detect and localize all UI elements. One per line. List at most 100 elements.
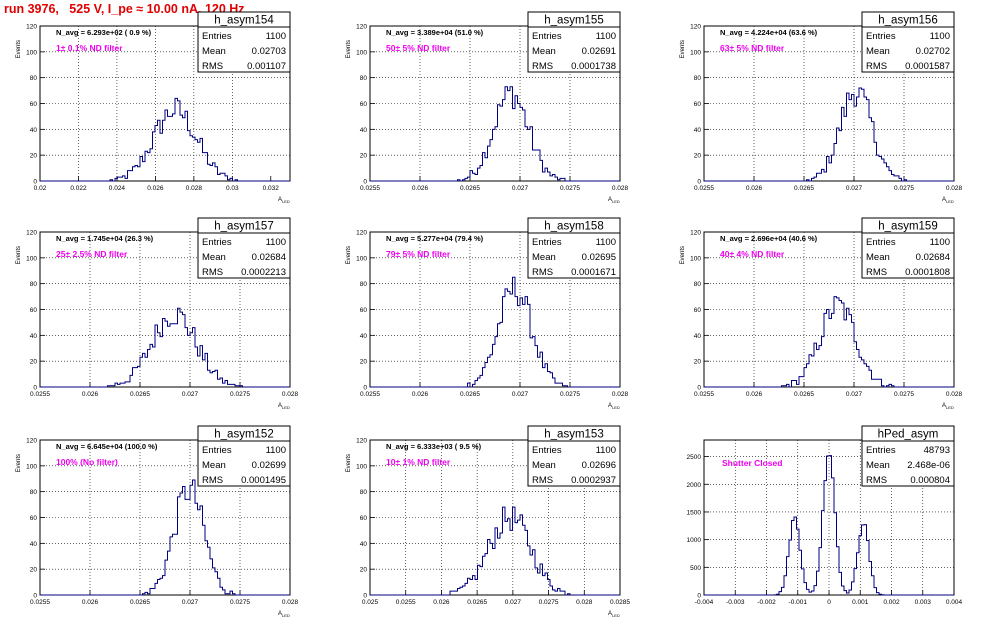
histogram-series	[370, 276, 620, 388]
y-tick-label: 120	[26, 24, 37, 31]
filter-label: 50± 5% ND filter	[386, 43, 451, 53]
stats-box	[527, 217, 621, 279]
y-tick-label: 1000	[687, 537, 702, 544]
filter-label: 25± 2.5% ND filter	[56, 249, 128, 259]
x-tick-label: 0.028	[282, 599, 299, 606]
x-tick-label: 0.027	[505, 599, 522, 606]
y-tick-label: 0	[33, 179, 37, 186]
histogram-series	[704, 87, 954, 182]
stats-label: Entries	[202, 31, 232, 42]
histogram-series	[704, 296, 954, 388]
y-tick-label: 0	[363, 593, 367, 600]
x-tick-label: 0.024	[109, 185, 126, 192]
stats-box	[861, 425, 955, 487]
stats-label: Entries	[866, 445, 896, 456]
x-tick-label: 0.027	[512, 391, 529, 398]
histogram-series	[370, 506, 620, 596]
y-tick-label: 120	[26, 438, 37, 445]
y-tick-label: 40	[694, 333, 702, 340]
x-tick-label: 0.026	[412, 391, 429, 398]
y-tick-label: 20	[694, 153, 702, 160]
x-tick-label: 0.0265	[130, 599, 150, 606]
x-tick-label: 0.026	[746, 391, 763, 398]
x-tick-label: 0.025	[362, 599, 379, 606]
y-tick-label: 0	[697, 593, 701, 600]
x-axis-label: ALED	[278, 197, 290, 204]
stats-label: Mean	[532, 46, 556, 57]
y-tick-label: 120	[356, 438, 367, 445]
y-tick-label: 40	[360, 333, 368, 340]
y-tick-label: 40	[360, 541, 368, 548]
x-tick-label: 0.0255	[694, 391, 714, 398]
x-tick-label: 0.027	[182, 391, 199, 398]
stats-box	[527, 425, 621, 487]
x-tick-label: 0.028	[946, 185, 963, 192]
x-tick-label: 0.0265	[794, 185, 814, 192]
filter-label: 10± 1% ND filter	[386, 457, 451, 467]
stats-value: 1100	[930, 31, 950, 42]
histogram-panel-h_asym156: 0.0255 0.026 0.0265 0.027 0.0275 0.028 0 20 40 60…	[680, 11, 963, 204]
y-tick-label: 100	[356, 255, 367, 262]
x-tick-label: 0.004	[946, 599, 963, 606]
y-tick-label: 20	[360, 359, 368, 366]
x-tick-label: 0.028	[946, 391, 963, 398]
histogram-name: h_asym158	[544, 221, 603, 233]
x-tick-label: 0.02	[34, 185, 47, 192]
navg-label: N_avg = 1.745e+04 (26.3 %)	[56, 234, 154, 243]
filter-label: 63± 5% ND filter	[720, 43, 785, 53]
stats-label: RMS	[202, 61, 223, 72]
x-tick-label: 0.022	[70, 185, 87, 192]
x-axis-label: ALED	[278, 403, 290, 410]
y-tick-label: 120	[26, 230, 37, 237]
x-tick-label: 0.026	[433, 599, 450, 606]
stats-value: 1100	[266, 445, 286, 456]
y-tick-label: 60	[360, 515, 368, 522]
y-tick-label: 100	[356, 49, 367, 56]
histogram-name: h_asym153	[544, 429, 603, 441]
stats-label: RMS	[866, 61, 887, 72]
y-tick-label: 20	[360, 567, 368, 574]
y-tick-label: 40	[30, 127, 38, 134]
x-axis-label: ALED	[608, 403, 620, 410]
stats-value: 0.0001495	[241, 475, 286, 486]
x-tick-label: 0.0255	[30, 599, 50, 606]
y-tick-label: 60	[694, 307, 702, 314]
stats-value: 0.02691	[582, 46, 616, 57]
y-tick-label: 80	[360, 281, 368, 288]
x-tick-label: 0.002	[883, 599, 900, 606]
y-tick-label: 100	[26, 255, 37, 262]
x-tick-label: 0.028	[576, 599, 593, 606]
stats-label: RMS	[532, 61, 553, 72]
stats-label: Mean	[866, 460, 890, 471]
y-tick-label: 20	[694, 359, 702, 366]
navg-label: N_avg = 5.277e+04 (79.4 %)	[386, 234, 484, 243]
navg-label: N_avg = 2.696e+04 (40.6 %)	[720, 234, 818, 243]
y-tick-label: 60	[360, 307, 368, 314]
stats-value: 0.02684	[252, 252, 286, 263]
stats-box	[861, 11, 955, 73]
x-tick-label: 0.026	[412, 185, 429, 192]
histogram-name: h_asym156	[878, 15, 937, 27]
x-tick-label: 0.0255	[396, 599, 416, 606]
stats-value: 0.02696	[582, 460, 616, 471]
histogram-name: h_asym152	[214, 429, 273, 441]
y-tick-label: 40	[30, 541, 38, 548]
histogram-name: h_asym154	[214, 15, 274, 27]
stats-label: RMS	[866, 267, 887, 278]
y-tick-label: 120	[356, 24, 367, 31]
x-tick-label: 0.0285	[610, 599, 630, 606]
stats-label: Mean	[532, 252, 556, 263]
y-tick-label: 100	[690, 255, 701, 262]
navg-label: N_avg = 3.389e+04 (51.0 %)	[386, 28, 484, 37]
navg-label: N_avg = 4.224e+04 (63.6 %)	[720, 28, 818, 37]
stats-value: 0.02695	[582, 252, 616, 263]
histogram-series	[40, 479, 290, 596]
x-tick-label: 0.0265	[467, 599, 487, 606]
y-tick-label: 100	[690, 49, 701, 56]
stats-label: RMS	[202, 267, 223, 278]
stats-label: RMS	[202, 475, 223, 486]
stats-label: Entries	[202, 445, 232, 456]
stats-label: Mean	[866, 252, 890, 263]
stats-value: 0.02699	[252, 460, 286, 471]
y-tick-label: 0	[33, 385, 37, 392]
